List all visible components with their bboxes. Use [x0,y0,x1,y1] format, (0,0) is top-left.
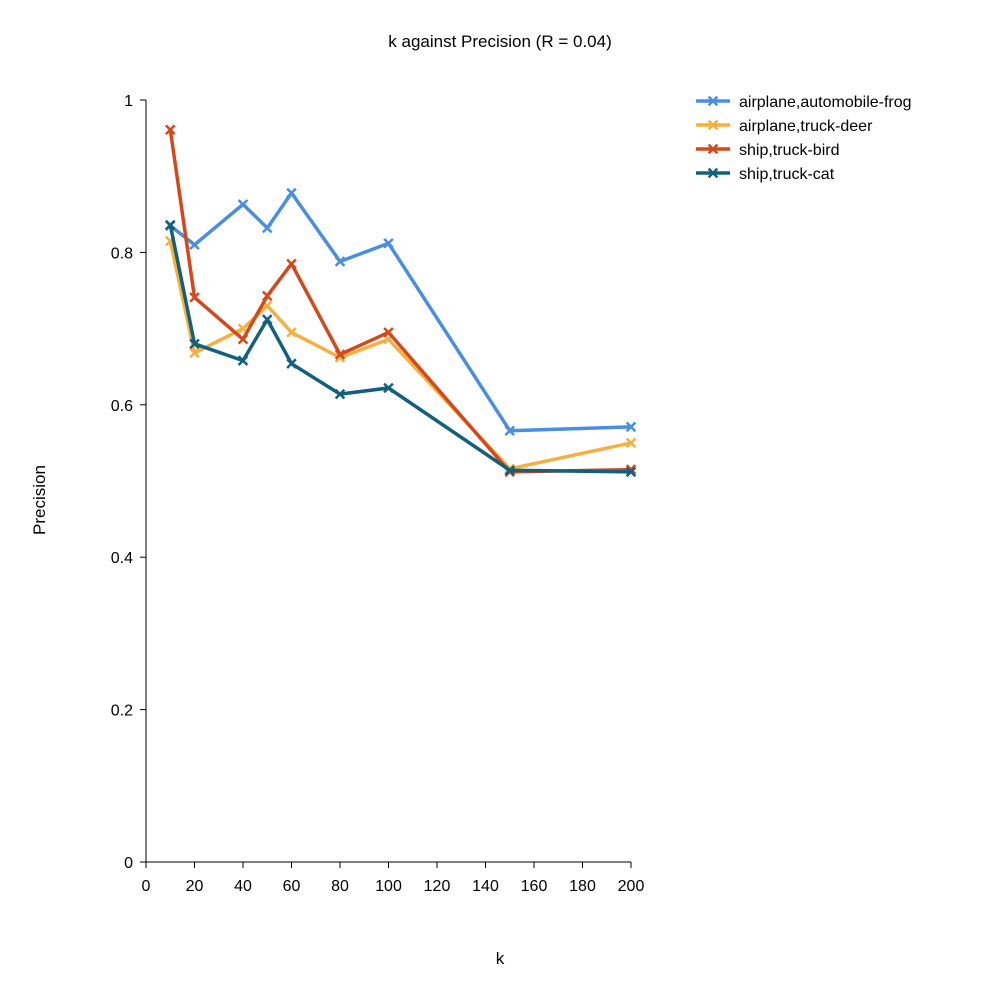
legend-marker [707,119,719,131]
data-point [334,349,346,360]
legend-item: ship,truck-cat [696,166,835,183]
data-point [504,425,516,436]
y-tick-label: 0.6 [111,398,133,415]
data-point [625,421,637,433]
x-tick-label: 180 [569,878,596,895]
data-point [286,327,297,338]
data-point [261,222,273,234]
series-3 [164,124,637,478]
data-point [625,437,637,449]
x-tick-label: 40 [234,878,252,895]
x-axis-label: k [496,949,505,968]
series-2 [164,235,637,475]
y-tick-label: 0.4 [111,550,133,567]
legend-item: airplane,truck-deer [696,118,873,135]
series-line [168,127,633,474]
data-point [334,256,346,267]
y-axis-label: Precision [30,465,49,535]
data-point [164,124,176,135]
y-ticks: 0 0.2 0.4 0.6 0.8 1 [111,93,146,872]
x-ticks: 0 20 40 60 80 100 120 140 160 180 200 [142,862,645,895]
series-line [168,239,633,471]
data-point [261,314,273,325]
y-tick-label: 0.2 [111,703,133,720]
data-point [504,465,516,476]
x-tick-label: 100 [375,878,402,895]
x-tick-label: 0 [142,878,151,895]
x-tick-label: 120 [424,878,451,895]
data-point [334,388,346,400]
legend-marker [707,143,719,155]
data-point [286,258,297,270]
legend-label: airplane,automobile-frog [739,94,912,111]
data-point [189,239,200,251]
axes [145,100,631,863]
y-tick-label: 0 [124,855,133,872]
data-point [383,327,394,338]
data-point [261,290,273,302]
y-tick-label: 0.8 [111,245,133,262]
data-point [237,334,249,345]
data-point [237,355,249,366]
x-tick-label: 20 [186,878,204,895]
series-4 [164,219,637,478]
data-point [189,292,200,303]
data-point [625,466,637,478]
x-tick-label: 60 [283,878,301,895]
data-point [286,187,297,199]
legend-item: airplane,automobile-frog [696,94,912,111]
data-point [383,382,394,394]
chart-title: k against Precision (R = 0.04) [388,32,611,51]
legend-marker [707,167,719,179]
legend-marker [707,95,719,107]
legend-label: ship,truck-cat [739,166,835,183]
x-tick-label: 200 [618,878,645,895]
legend: airplane,automobile-frog airplane,truck-d… [696,94,912,183]
data-point [189,347,200,359]
series-group [164,124,637,478]
data-point [237,199,249,210]
data-point [189,338,200,350]
y-tick-label: 1 [124,93,133,110]
data-point [383,237,394,249]
x-tick-label: 160 [521,878,548,895]
data-point [237,323,249,334]
data-point [286,358,297,369]
legend-label: ship,truck-bird [739,142,839,159]
legend-item: ship,truck-bird [696,142,839,159]
x-tick-label: 140 [472,878,499,895]
data-point [164,219,176,231]
x-tick-label: 80 [331,878,349,895]
legend-label: airplane,truck-deer [739,118,873,135]
